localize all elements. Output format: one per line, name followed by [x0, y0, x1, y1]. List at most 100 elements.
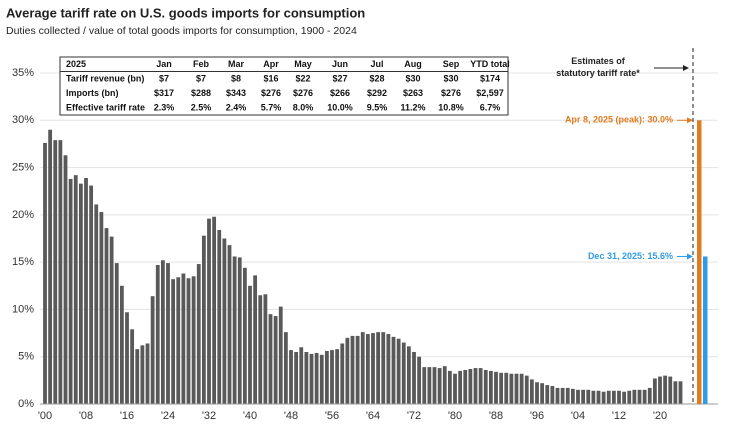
- x-tick-label: '64: [366, 410, 380, 422]
- bar: [119, 285, 124, 404]
- bar: [58, 140, 63, 404]
- bar: [473, 368, 478, 404]
- table-row-label: Tariff revenue (bn): [66, 74, 144, 84]
- table-cell: Jun: [332, 59, 348, 69]
- bar: [432, 367, 437, 404]
- x-tick-label: '08: [79, 410, 93, 422]
- bar: [140, 345, 145, 404]
- bar: [258, 295, 263, 404]
- bar: [360, 332, 365, 404]
- bar: [396, 338, 401, 404]
- y-tick-label: 30%: [12, 114, 34, 126]
- table-cell: $22: [295, 74, 310, 84]
- bar: [652, 378, 657, 404]
- bar: [78, 183, 83, 404]
- table-cell: $7: [196, 74, 206, 84]
- bar: [186, 278, 191, 404]
- estimate-bar: [703, 256, 708, 404]
- table-cell: YTD total: [470, 59, 510, 69]
- bar: [647, 387, 652, 404]
- bar: [345, 337, 350, 404]
- bar: [550, 386, 555, 404]
- bar: [576, 389, 580, 404]
- bar: [63, 155, 68, 404]
- bar: [212, 216, 217, 404]
- table-cell: Sep: [443, 59, 460, 69]
- y-tick-label: 10%: [12, 303, 34, 315]
- bar: [84, 177, 88, 404]
- bar: [176, 277, 181, 404]
- bar: [376, 332, 381, 404]
- table-cell: $8: [231, 74, 241, 84]
- y-tick-label: 0%: [18, 398, 34, 410]
- bar: [668, 376, 673, 404]
- bar: [519, 373, 524, 404]
- bar: [309, 353, 314, 404]
- table-cell: $263: [403, 88, 423, 98]
- x-tick-label: '00: [38, 410, 52, 422]
- bar: [663, 375, 668, 404]
- bar: [294, 351, 299, 404]
- bar: [319, 354, 324, 404]
- bar: [201, 235, 206, 404]
- bar: [114, 263, 119, 404]
- x-tick-label: '04: [571, 410, 585, 422]
- bar: [529, 379, 534, 404]
- bar: [340, 343, 345, 404]
- bar: [601, 391, 606, 404]
- bar: [586, 389, 591, 404]
- bar: [155, 264, 160, 404]
- table-cell: 2.5%: [191, 103, 212, 113]
- bar: [570, 388, 575, 404]
- estimates-title: Estimates of statutory tariff rate*: [556, 56, 640, 78]
- x-tick-label: '96: [530, 410, 544, 422]
- estimate-label: Dec 31, 2025: 15.6%: [588, 251, 673, 261]
- bar: [386, 334, 391, 404]
- x-tick-label: '72: [407, 410, 421, 422]
- bar: [355, 335, 360, 404]
- table-cell: $27: [332, 74, 347, 84]
- bar: [73, 175, 78, 404]
- bar: [478, 368, 483, 404]
- y-tick-label: 35%: [12, 67, 34, 79]
- bar: [596, 390, 601, 404]
- table-cell: Feb: [193, 59, 210, 69]
- y-tick-label: 15%: [12, 256, 34, 268]
- y-tick-label: 5%: [18, 351, 34, 363]
- table-cell: $276: [293, 88, 313, 98]
- bar: [371, 333, 375, 404]
- x-tick-label: '56: [325, 410, 339, 422]
- table-cell: 5.7%: [261, 103, 282, 113]
- chart-title: Average tariff rate on U.S. goods import…: [6, 5, 365, 20]
- bar: [365, 334, 370, 404]
- bar: [109, 236, 114, 404]
- bar: [217, 229, 222, 404]
- bar: [381, 332, 386, 404]
- bar: [283, 332, 288, 404]
- bar: [494, 371, 498, 404]
- table-cell: $28: [369, 74, 384, 84]
- bar: [314, 352, 319, 404]
- x-tick-label: '48: [284, 410, 298, 422]
- bar: [509, 373, 514, 404]
- table-cell: 9.5%: [367, 103, 388, 113]
- table-cell: $288: [191, 88, 211, 98]
- bar: [535, 382, 539, 404]
- bar: [504, 372, 509, 404]
- y-tick-label: 20%: [12, 209, 34, 221]
- bar: [447, 370, 452, 404]
- table-cell: Mar: [228, 59, 245, 69]
- bar: [99, 212, 104, 404]
- bar: [524, 375, 529, 404]
- bar: [248, 285, 252, 404]
- bar: [412, 351, 416, 404]
- table-cell: $266: [330, 88, 350, 98]
- bar: [488, 370, 493, 404]
- bar: [191, 276, 196, 404]
- bar: [422, 367, 427, 404]
- table-cell: $276: [261, 88, 281, 98]
- table-cell: 10.8%: [438, 103, 464, 113]
- bar: [560, 387, 565, 404]
- table-cell: $174: [480, 74, 500, 84]
